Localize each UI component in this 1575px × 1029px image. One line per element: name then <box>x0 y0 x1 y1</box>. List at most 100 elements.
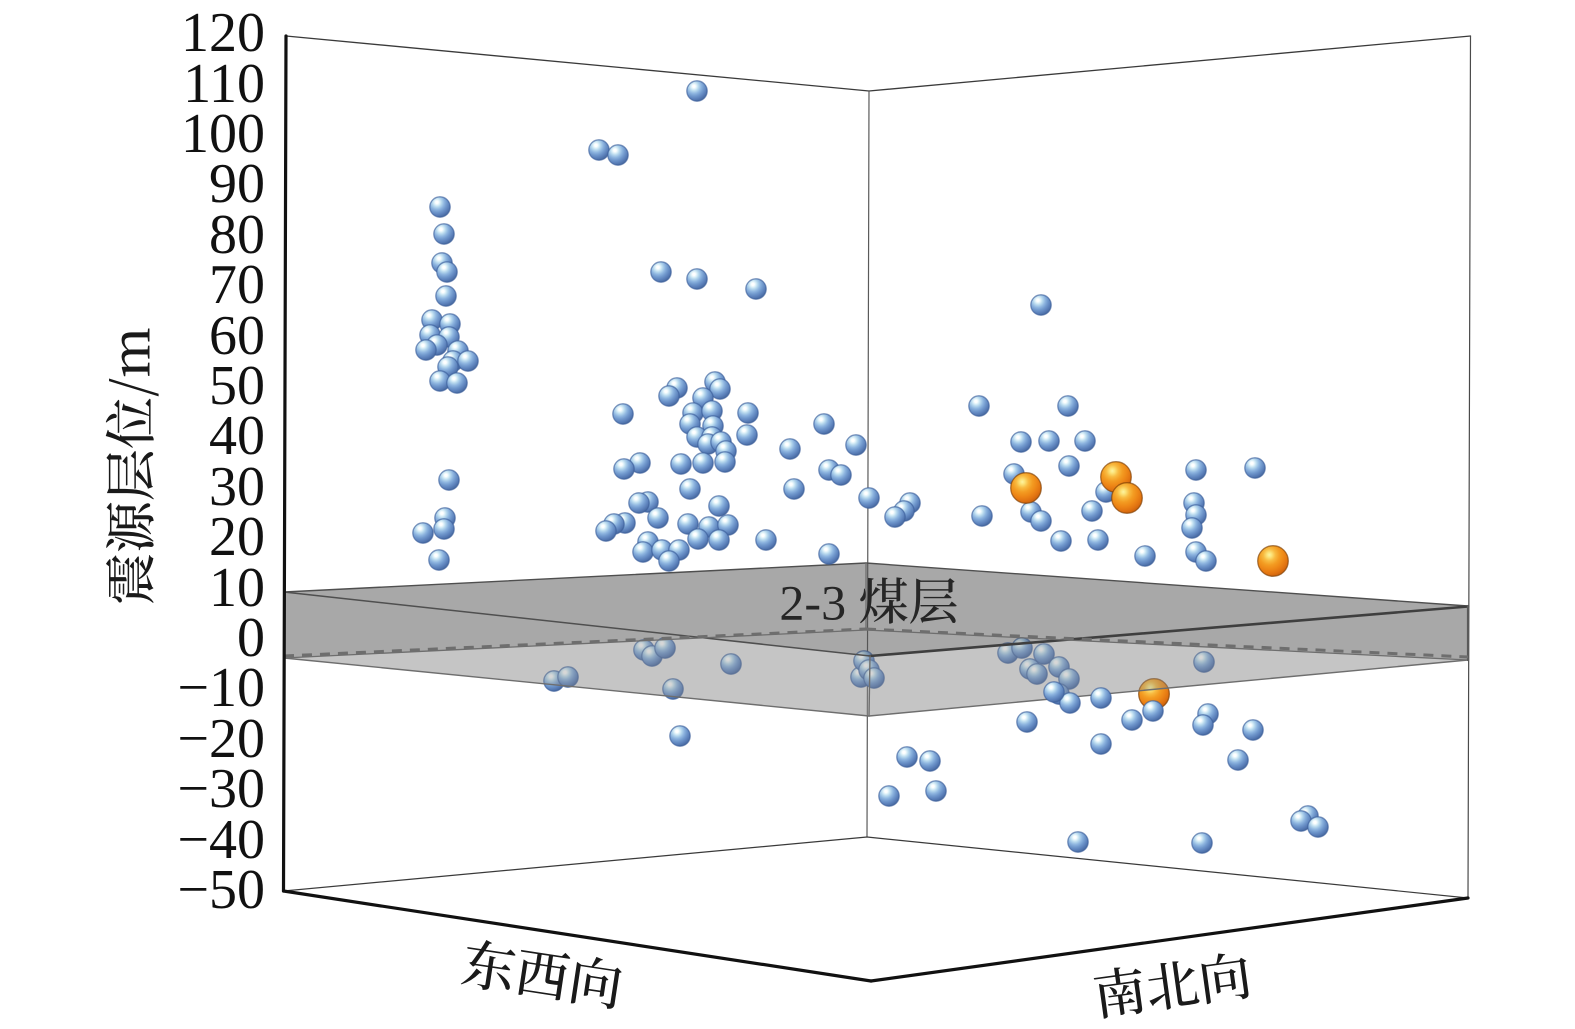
plane-face <box>869 640 1468 716</box>
cjk-glyph <box>1093 967 1142 1019</box>
cjk-glyph <box>1200 953 1249 1005</box>
data-point <box>1090 687 1112 709</box>
data-points <box>412 80 1329 854</box>
z-tick-label: 90 <box>209 153 265 216</box>
z-tick-label: −30 <box>177 758 265 821</box>
data-point <box>687 528 709 550</box>
data-point <box>813 413 835 435</box>
data-point <box>446 372 468 394</box>
coal-seam-plane-fill <box>284 563 1468 716</box>
data-point <box>858 487 880 509</box>
edge-line <box>868 35 1472 92</box>
data-point <box>737 402 759 424</box>
z-tick-label: −50 <box>177 859 265 921</box>
x-axis-title <box>457 930 630 1026</box>
cjk-glyph <box>518 950 571 1001</box>
edge-line <box>283 591 871 657</box>
data-point <box>1121 709 1143 731</box>
data-point <box>1087 529 1109 551</box>
z-tick-label: 110 <box>183 52 265 115</box>
coal-seam-plane-edges <box>283 562 1470 717</box>
data-point <box>708 529 730 551</box>
z-tick-label: 100 <box>181 103 265 165</box>
edge-line <box>865 629 1469 661</box>
z-tick-label: 30 <box>209 455 265 518</box>
data-point <box>1038 430 1060 452</box>
data-point <box>692 452 714 474</box>
edge-line <box>865 562 1469 607</box>
z-tick-label: 50 <box>209 355 265 417</box>
z-tick-label: 80 <box>209 203 265 266</box>
edge-line <box>868 605 1470 658</box>
data-point <box>428 549 450 571</box>
data-point <box>415 339 437 361</box>
data-point <box>1059 692 1081 714</box>
edge-line <box>285 35 870 92</box>
data-point <box>1081 500 1103 522</box>
z-tick-label: −20 <box>177 707 265 770</box>
edge-line <box>283 562 867 593</box>
z-tick-label: 10 <box>209 556 265 619</box>
data-point <box>457 350 479 372</box>
data-point <box>612 403 634 425</box>
data-point <box>818 543 840 565</box>
data-point-behind-plane <box>654 637 676 659</box>
plane-label-glyphs: 2-3 <box>779 575 957 631</box>
cjk-glyph <box>460 940 516 991</box>
z-tick-label: 60 <box>209 304 265 367</box>
data-point <box>438 469 460 491</box>
data-point <box>736 424 758 446</box>
data-point <box>714 451 736 473</box>
data-point <box>919 750 941 772</box>
data-point <box>1016 711 1038 733</box>
data-point <box>1191 832 1213 854</box>
data-point <box>968 395 990 417</box>
z-tick-label: −40 <box>177 808 265 871</box>
data-point-behind-plane <box>1058 668 1080 690</box>
cjk-glyph <box>105 398 154 448</box>
data-point <box>709 378 731 400</box>
data-point <box>845 434 867 456</box>
data-point <box>429 196 451 218</box>
data-point <box>1142 700 1164 722</box>
data-point <box>1244 457 1266 479</box>
edge-line <box>283 657 870 717</box>
data-point <box>679 478 701 500</box>
data-point <box>686 268 708 290</box>
label-glyphs <box>105 328 159 603</box>
data-point <box>1030 510 1052 532</box>
cjk-glyph <box>108 378 159 397</box>
data-point <box>1074 430 1096 452</box>
data-point-behind-plane <box>662 678 684 700</box>
data-point <box>669 725 691 747</box>
edge-line <box>281 889 873 983</box>
y-axis-title <box>1088 941 1257 1029</box>
cjk-glyph <box>910 578 957 624</box>
data-point <box>1185 459 1207 481</box>
data-point <box>1050 530 1072 552</box>
z-tick-label: 20 <box>209 506 265 569</box>
data-point-behind-plane <box>1026 663 1048 685</box>
data-point <box>632 541 654 563</box>
data-point-behind-plane <box>1033 643 1055 665</box>
z-tick-label: −10 <box>177 657 265 720</box>
data-point <box>1010 472 1042 504</box>
edge-line <box>866 836 1469 899</box>
data-point <box>745 278 767 300</box>
plane-face <box>284 563 1468 656</box>
data-point <box>779 438 801 460</box>
label-glyphs <box>1093 953 1249 1019</box>
axes-box-lines <box>282 35 1472 899</box>
data-point <box>595 520 617 542</box>
cjk-glyph <box>106 450 154 500</box>
data-point <box>1058 455 1080 477</box>
data-point <box>755 529 777 551</box>
data-point <box>830 464 852 486</box>
data-point <box>670 453 692 475</box>
edge-line <box>868 659 1469 717</box>
data-point <box>1090 733 1112 755</box>
data-point <box>925 780 947 802</box>
data-point <box>433 518 455 540</box>
edge-line <box>282 836 868 892</box>
